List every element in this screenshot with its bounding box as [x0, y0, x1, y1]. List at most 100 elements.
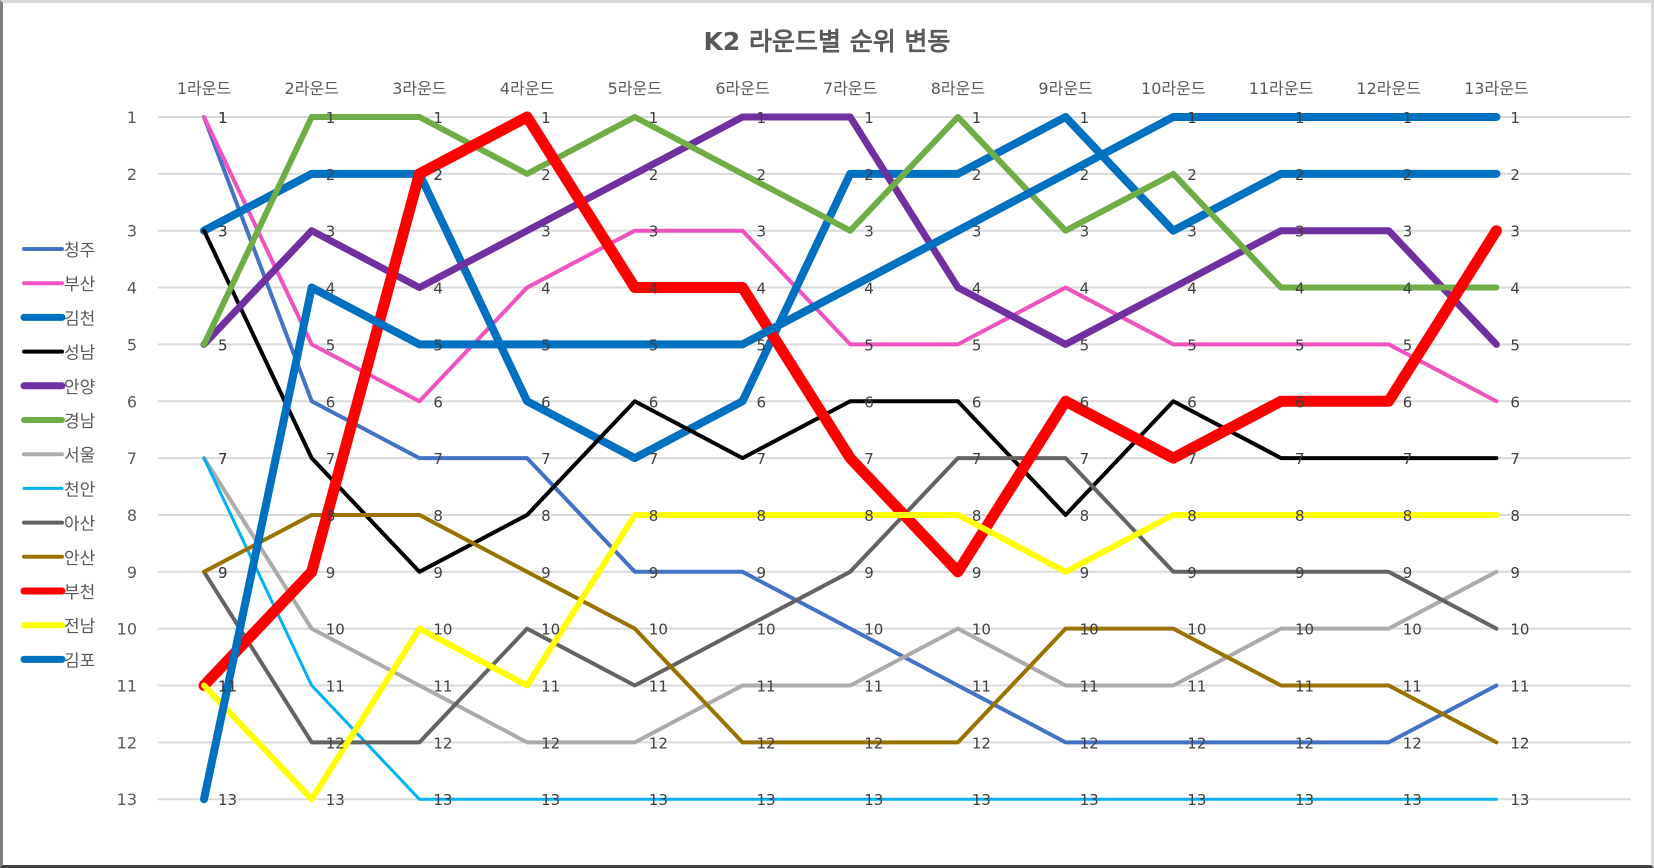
data-label: 4 [649, 280, 659, 298]
data-label: 13 [433, 791, 452, 809]
legend-item: 전남 [21, 617, 96, 637]
data-label: 6 [649, 393, 659, 411]
data-label: 1 [433, 109, 443, 127]
data-label: 7 [649, 450, 659, 468]
data-label: 4 [1295, 280, 1305, 298]
y-tick-label: 8 [127, 506, 137, 525]
legend-label: 경남 [64, 412, 96, 432]
legend-label: 서울 [64, 446, 95, 466]
series-line-4 [200, 113, 1500, 348]
legend-label: 안산 [64, 549, 96, 569]
data-label: 12 [757, 734, 776, 752]
x-tick-label: 9라운드 [1038, 79, 1092, 98]
data-label: 1 [218, 109, 228, 127]
data-label: 7 [218, 450, 228, 468]
y-tick-label: 11 [117, 677, 137, 696]
data-label: 13 [541, 791, 560, 809]
data-label: 10 [757, 621, 776, 639]
data-label: 10 [1080, 621, 1099, 639]
y-tick-label: 2 [127, 165, 137, 184]
data-label: 2 [541, 166, 551, 184]
series-line-5 [201, 114, 1500, 348]
data-label: 7 [1080, 450, 1090, 468]
data-label: 13 [864, 791, 883, 809]
data-label: 5 [649, 336, 659, 354]
data-label: 11 [1080, 678, 1099, 696]
data-label: 1 [1080, 109, 1090, 127]
data-label: 1 [326, 109, 336, 127]
data-label: 8 [864, 507, 874, 525]
data-label: 9 [1187, 564, 1197, 582]
data-label: 2 [433, 166, 443, 184]
data-label: 12 [972, 734, 991, 752]
data-label: 7 [1510, 450, 1520, 468]
data-label: 12 [1510, 734, 1529, 752]
data-label: 7 [326, 450, 336, 468]
data-label: 9 [218, 564, 228, 582]
data-label: 13 [649, 791, 668, 809]
x-tick-label: 3라운드 [392, 79, 446, 98]
data-label: 6 [433, 393, 443, 411]
data-label: 5 [1080, 336, 1090, 354]
data-label: 8 [1403, 507, 1413, 525]
data-label: 6 [541, 393, 551, 411]
data-label: 12 [1187, 734, 1206, 752]
data-label: 3 [1187, 223, 1197, 241]
data-label: 3 [1510, 223, 1520, 241]
data-label: 6 [1510, 393, 1520, 411]
data-label: 5 [218, 336, 228, 354]
x-axis-ticks: 1라운드 2라운드 3라운드 4라운드 5라운드 6라운드 7라운드 8라운드 9라운드 10라운… [177, 79, 1529, 98]
data-label: 5 [1510, 336, 1520, 354]
data-label: 7 [972, 450, 982, 468]
x-tick-label: 8라운드 [931, 79, 985, 98]
data-label: 11 [972, 678, 991, 696]
chart-title: K2 라운드별 순위 변동 [704, 27, 951, 56]
data-label: 10 [972, 621, 991, 639]
data-label: 8 [649, 507, 659, 525]
data-label: 9 [1510, 564, 1520, 582]
legend-item: 안양 [20, 378, 95, 398]
data-label: 5 [1403, 336, 1413, 354]
data-label: 8 [972, 507, 982, 525]
data-label: 5 [218, 336, 228, 354]
data-label: 9 [541, 564, 551, 582]
data-label: 3 [972, 223, 982, 241]
data-label: 10 [1295, 621, 1314, 639]
y-tick-label: 9 [127, 563, 137, 582]
data-label: 3 [1080, 223, 1090, 241]
data-label: 13 [1080, 791, 1099, 809]
data-label: 6 [972, 393, 982, 411]
data-label: 9 [864, 564, 874, 582]
data-label: 2 [1187, 166, 1197, 184]
legend-item: 김천 [20, 309, 95, 329]
legend-label: 전남 [64, 617, 96, 637]
data-label: 5 [864, 336, 874, 354]
data-label: 3 [218, 223, 228, 241]
data-label: 4 [1510, 280, 1520, 298]
data-label: 8 [326, 507, 336, 525]
data-label: 1 [541, 109, 551, 127]
data-label: 11 [757, 678, 776, 696]
data-label: 11 [1295, 678, 1314, 696]
legend-item: 경남 [21, 412, 96, 432]
data-label: 12 [1295, 734, 1314, 752]
data-label: 10 [864, 621, 883, 639]
data-label: 4 [757, 280, 767, 298]
x-tick-label: 7라운드 [823, 79, 877, 98]
x-tick-label: 10라운드 [1141, 79, 1206, 98]
data-label: 9 [1080, 564, 1090, 582]
data-label: 5 [541, 336, 551, 354]
legend-label: 안양 [64, 378, 95, 398]
data-label: 1 [757, 109, 767, 127]
data-label: 1 [1403, 109, 1413, 127]
data-label: 7 [1403, 450, 1413, 468]
data-label: 9 [649, 564, 659, 582]
data-label: 2 [757, 166, 767, 184]
data-label: 12 [1403, 734, 1422, 752]
data-label: 10 [1510, 621, 1529, 639]
data-label: 1 [972, 109, 982, 127]
data-label: 9 [757, 564, 767, 582]
data-label: 8 [1510, 507, 1520, 525]
